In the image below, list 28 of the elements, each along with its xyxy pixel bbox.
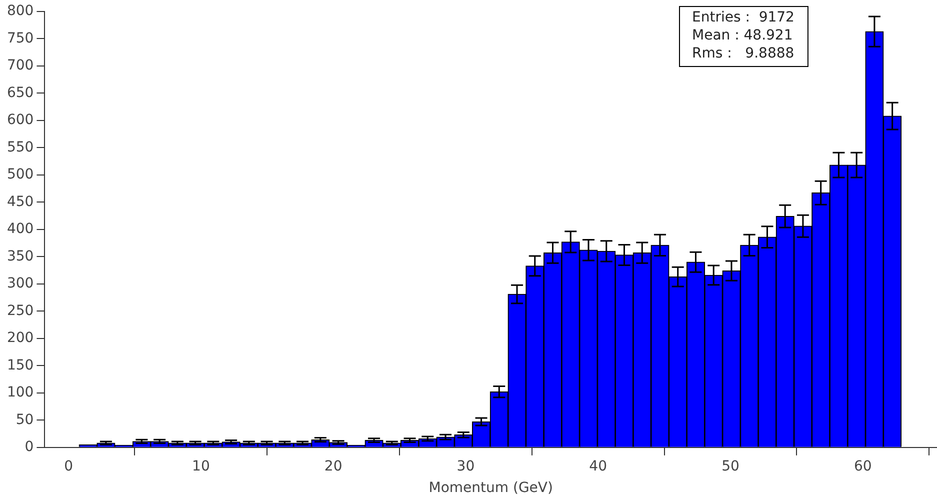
- x-tick-label: 30: [456, 458, 475, 474]
- x-tick-label: 40: [589, 458, 608, 474]
- y-tick-label: 750: [6, 30, 34, 46]
- y-tick-label: 500: [6, 166, 34, 183]
- y-tick-label: 0: [24, 439, 34, 456]
- y-tick-label: 200: [6, 330, 34, 346]
- y-tick-label: 650: [6, 84, 34, 101]
- y-tick-label: 700: [6, 58, 34, 74]
- annotation: Entries : 9172: [692, 10, 794, 26]
- y-tick-label: 450: [6, 194, 34, 210]
- y-tick-label: 800: [6, 3, 34, 20]
- y-tick-label: 350: [6, 248, 34, 264]
- y-tick-label: 250: [6, 302, 34, 319]
- y-tick-label: 600: [6, 112, 34, 128]
- annotation: Rms : 9.8888: [692, 46, 794, 62]
- x-tick-label: 20: [324, 458, 342, 474]
- x-tick-label: 50: [722, 458, 740, 474]
- x-tick-label: 10: [192, 458, 210, 474]
- y-tick-label: 150: [6, 357, 34, 374]
- y-tick-label: 400: [6, 221, 34, 238]
- y-tick-label: 50: [16, 412, 34, 428]
- y-tick-label: 550: [6, 139, 34, 156]
- annotation: Mean : 48.921: [692, 28, 793, 44]
- x-tick-label: 60: [854, 458, 872, 474]
- x-axis-title: Momentum (GeV): [428, 480, 553, 496]
- y-tick-label: 300: [6, 276, 34, 292]
- y-tick-label: 100: [6, 384, 34, 401]
- x-tick-label: 0: [64, 458, 74, 474]
